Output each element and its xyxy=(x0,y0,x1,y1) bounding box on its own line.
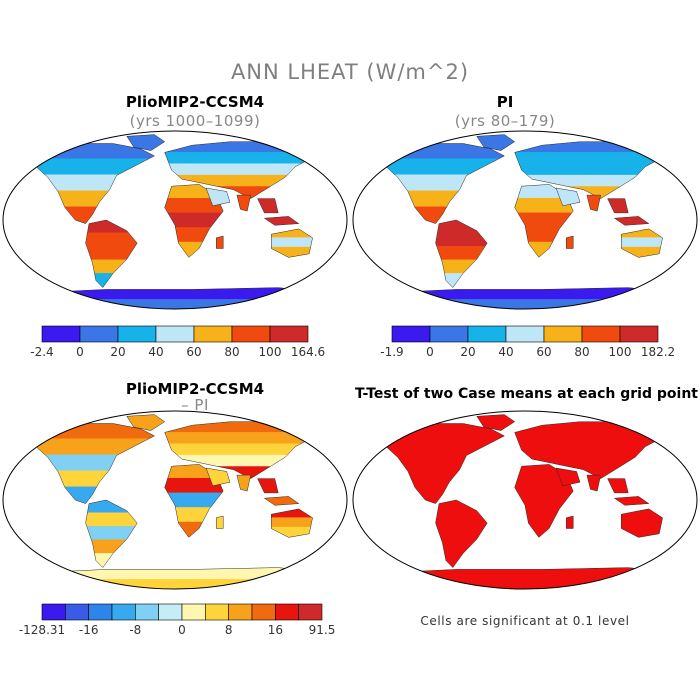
land-antarctica xyxy=(20,567,330,589)
colorbar-1-swatch xyxy=(79,325,119,343)
land-indonesia xyxy=(264,216,299,226)
land-greenland xyxy=(126,134,165,151)
colorbar-1-tick-label: 40 xyxy=(148,345,163,359)
land-australia xyxy=(271,508,313,538)
colorbar-panel-3: -128.31 -16 -8 0 8 16 91.5 xyxy=(19,603,336,637)
map-1-frame xyxy=(2,130,348,310)
colorbar-2-swatch xyxy=(581,325,621,343)
land-arabia xyxy=(206,468,230,486)
colorbar-1-tick-label: 20 xyxy=(110,345,125,359)
colorbar-1-tick-label: -2.4 xyxy=(30,345,53,359)
panel-4-title: T-Test of two Case means at each grid po… xyxy=(355,386,698,402)
land-india xyxy=(586,195,601,212)
colorbar-2-tick-label: 20 xyxy=(460,345,475,359)
colorbar-3-swatch xyxy=(158,603,183,621)
significance-note: Cells are significant at 0.1 level xyxy=(420,614,630,628)
colorbar-1-tick-label: 164.6 xyxy=(291,345,325,359)
colorbar-3-tick-label: -128.31 xyxy=(19,623,65,637)
colorbar-3-tick-label: 16 xyxy=(268,623,283,637)
colorbar-2-tick-label: -1.9 xyxy=(380,345,403,359)
colorbar-2-swatch xyxy=(391,325,431,343)
panel-1-title: PlioMIP2-CCSM4 xyxy=(125,93,265,111)
colorbar-1-swatch xyxy=(41,325,81,343)
colorbar-1-tick-label: 0 xyxy=(76,345,84,359)
colorbar-2-tick-label: 182.2 xyxy=(641,345,675,359)
land-madagascar xyxy=(566,516,574,529)
colorbar-2-tick-label: 0 xyxy=(426,345,434,359)
colorbar-2-swatch xyxy=(467,325,507,343)
map-panel-4 xyxy=(353,411,697,589)
land-antarctica xyxy=(20,287,330,309)
colorbar-3-swatch xyxy=(228,603,253,621)
panel-2-subtitle: (yrs 80–179) xyxy=(454,112,556,130)
map-panel-1 xyxy=(3,131,347,309)
land-indonesia xyxy=(264,496,299,506)
land-arabia xyxy=(206,188,230,206)
land-madagascar xyxy=(566,236,574,249)
colorbar-2-tick-label: 100 xyxy=(609,345,632,359)
figure-title: ANN LHEAT (W/m^2) xyxy=(230,60,470,84)
land-indonesia xyxy=(614,496,649,506)
colorbar-2-tick-label: 80 xyxy=(574,345,589,359)
colorbar-3-tick-label: -16 xyxy=(79,623,99,637)
land-antarctica xyxy=(370,567,680,589)
colorbar-2-swatch xyxy=(619,325,659,343)
map-4-frame xyxy=(352,410,698,590)
colorbar-3-swatch xyxy=(41,603,66,621)
land-india xyxy=(236,475,251,492)
land-greenland xyxy=(476,414,515,431)
land-india xyxy=(236,195,251,212)
map-2-frame xyxy=(352,130,698,310)
colorbar-3-swatch xyxy=(65,603,89,621)
land-madagascar xyxy=(216,236,224,249)
colorbar-1-swatch xyxy=(117,325,157,343)
colorbar-2-swatch xyxy=(543,325,583,343)
colorbar-2-swatch xyxy=(429,325,469,343)
colorbar-3-swatch xyxy=(135,603,159,621)
colorbar-2-tick-label: 60 xyxy=(536,345,551,359)
colorbar-3-swatch xyxy=(205,603,229,621)
colorbar-panel-2: -1.9 0 20 40 60 80 100 182.2 xyxy=(380,325,675,359)
colorbar-1-tick-label: 80 xyxy=(224,345,239,359)
colorbar-3-tick-label: -8 xyxy=(129,623,141,637)
land-australia xyxy=(621,228,663,258)
colorbar-1-tick-label: 100 xyxy=(259,345,282,359)
panel-3-subtitle: – PI xyxy=(181,396,209,414)
map-panel-2 xyxy=(353,131,697,309)
colorbar-1-swatch xyxy=(193,325,233,343)
colorbar-3-swatch xyxy=(275,603,299,621)
colorbar-3-swatch xyxy=(251,603,276,621)
map-3-frame xyxy=(2,410,348,590)
colorbar-2-tick-label: 40 xyxy=(498,345,513,359)
panel-2-title: PI xyxy=(496,93,514,111)
colorbar-3-swatch xyxy=(111,603,136,621)
colorbar-3-tick-label: 0 xyxy=(178,623,186,637)
panel-1-subtitle: (yrs 1000–1099) xyxy=(129,112,261,130)
map-panel-3 xyxy=(3,411,347,589)
colorbar-3-swatch xyxy=(298,603,323,621)
colorbar-3-tick-label: 8 xyxy=(225,623,233,637)
land-madagascar xyxy=(216,516,224,529)
colorbar-1-swatch xyxy=(155,325,195,343)
land-greenland xyxy=(476,134,515,151)
colorbar-1-swatch xyxy=(269,325,309,343)
land-arabia xyxy=(556,468,580,486)
colorbar-1-tick-label: 60 xyxy=(186,345,201,359)
colorbar-3-swatch xyxy=(88,603,113,621)
colorbar-panel-1: -2.4 0 20 40 60 80 100 164.6 xyxy=(30,325,325,359)
colorbar-3-swatch xyxy=(181,603,206,621)
land-australia xyxy=(271,228,313,258)
land-greenland xyxy=(126,414,165,431)
land-arabia xyxy=(556,188,580,206)
panel-3-title: PlioMIP2-CCSM4 xyxy=(125,380,265,398)
land-antarctica xyxy=(370,287,680,309)
colorbar-2-swatch xyxy=(505,325,545,343)
land-india xyxy=(586,475,601,492)
land-indonesia xyxy=(614,216,649,226)
colorbar-1-swatch xyxy=(231,325,271,343)
colorbar-3-tick-label: 91.5 xyxy=(309,623,336,637)
